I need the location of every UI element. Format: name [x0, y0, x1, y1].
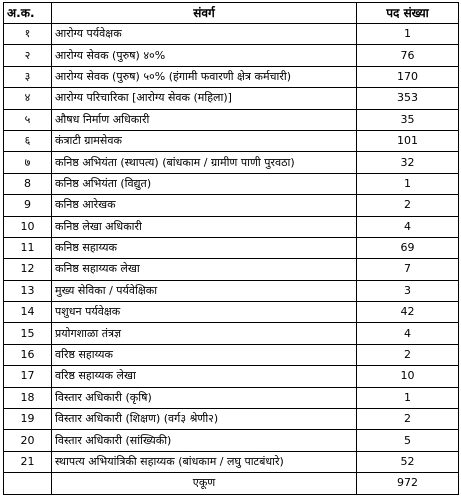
table-row: 19 विस्तार अधिकारी (शिक्षण) (वर्ग३ श्रेणी… [3, 408, 459, 431]
posts-table: अ.क. संवर्ग पद संख्या १ आरोग्य पर्यवेक्षक… [3, 2, 459, 495]
serial-number-cell: 11 [3, 236, 52, 260]
cadre-name-cell: विस्तार अधिकारी (शिक्षण) (वर्ग३ श्रेणी२) [51, 408, 357, 431]
cadre-name-cell: कनिष्ठ अभियंता (विद्युत) [51, 172, 357, 196]
serial-number-cell: 10 [3, 215, 52, 238]
serial-number-cell: ३ [3, 65, 52, 89]
cadre-name-cell: मुख्य सेविका / पर्यवेक्षिका [51, 279, 357, 303]
total-count: 972 [356, 472, 459, 495]
table-row: 20 विस्तार अधिकारी (सांख्यिकी) 5 [3, 429, 459, 452]
post-count-cell: 2 [356, 194, 459, 217]
table-row: 10 कनिष्ठ लेखा अधिकारी 4 [3, 215, 459, 238]
post-count-cell: 1 [356, 172, 459, 196]
table-row: 15 प्रयोगशाळा तंत्रज्ञ 4 [3, 322, 459, 345]
post-count-cell: 1 [356, 22, 459, 46]
table-row: 17 वरिष्ठ सहाय्यक लेखा 10 [3, 365, 459, 388]
table-row: 9 कनिष्ठ आरेखक 2 [3, 194, 459, 217]
cadre-name-cell: कनिष्ठ सहाय्यक [51, 236, 357, 260]
cadre-name-cell: कंत्राटी ग्रामसेवक [51, 129, 357, 153]
post-count-cell: 3 [356, 279, 459, 303]
post-count-cell: 2 [356, 408, 459, 431]
post-count-cell: 1 [356, 386, 459, 410]
post-count-cell: 7 [356, 258, 459, 281]
table-row: 21 स्थापत्य अभियांत्रिकी सहाय्यक (बांधकाम… [3, 450, 459, 474]
post-count-cell: 32 [356, 151, 459, 174]
posts-table-container: अ.क. संवर्ग पद संख्या १ आरोग्य पर्यवेक्षक… [3, 2, 459, 495]
header-cadre: संवर्ग [51, 2, 357, 24]
post-count-cell: 353 [356, 87, 459, 110]
post-count-cell: 76 [356, 44, 459, 67]
table-row: 8 कनिष्ठ अभियंता (विद्युत) 1 [3, 172, 459, 196]
header-serial-number: अ.क. [3, 2, 52, 24]
post-count-cell: 4 [356, 215, 459, 238]
table-row: ६ कंत्राटी ग्रामसेवक 101 [3, 129, 459, 153]
cadre-name-cell: स्थापत्य अभियांत्रिकी सहाय्यक (बांधकाम /… [51, 450, 357, 474]
cadre-name-cell: विस्तार अधिकारी (कृषि) [51, 386, 357, 410]
table-row: 14 पशुधन पर्यवेक्षक 42 [3, 301, 459, 324]
cadre-name-cell: वरिष्ठ सहाय्यक [51, 343, 357, 367]
serial-number-cell: ५ [3, 108, 52, 131]
serial-number-cell: 12 [3, 258, 52, 281]
table-row: ७ कनिष्ठ अभियंता (स्थापत्य) (बांधकाम / ग्… [3, 151, 459, 174]
post-count-cell: 170 [356, 65, 459, 89]
serial-number-cell: २ [3, 44, 52, 67]
table-row: 11 कनिष्ठ सहाय्यक 69 [3, 236, 459, 260]
cadre-name-cell: आरोग्य सेवक (पुरुष) ५०% (हंगामी फवारणी क… [51, 65, 357, 89]
cadre-name-cell: कनिष्ठ सहाय्यक लेखा [51, 258, 357, 281]
cadre-name-cell: आरोग्य परिचारिका [आरोग्य सेवक (महिला)] [51, 87, 357, 110]
cadre-name-cell: प्रयोगशाळा तंत्रज्ञ [51, 322, 357, 345]
table-row: ३ आरोग्य सेवक (पुरुष) ५०% (हंगामी फवारणी … [3, 65, 459, 89]
serial-number-cell: 18 [3, 386, 52, 410]
serial-number-cell: 19 [3, 408, 52, 431]
serial-number-cell: 16 [3, 343, 52, 367]
cadre-name-cell: वरिष्ठ सहाय्यक लेखा [51, 365, 357, 388]
post-count-cell: 42 [356, 301, 459, 324]
serial-number-cell: ४ [3, 87, 52, 110]
post-count-cell: 4 [356, 322, 459, 345]
cadre-name-cell: कनिष्ठ आरेखक [51, 194, 357, 217]
table-row: १ आरोग्य पर्यवेक्षक 1 [3, 22, 459, 46]
serial-number-cell: ७ [3, 151, 52, 174]
table-row: 12 कनिष्ठ सहाय्यक लेखा 7 [3, 258, 459, 281]
serial-number-cell: 13 [3, 279, 52, 303]
post-count-cell: 2 [356, 343, 459, 367]
post-count-cell: 52 [356, 450, 459, 474]
total-label: एकूण [51, 472, 357, 495]
total-row: एकूण 972 [3, 472, 459, 495]
cadre-name-cell: कनिष्ठ अभियंता (स्थापत्य) (बांधकाम / ग्र… [51, 151, 357, 174]
table-row: 13 मुख्य सेविका / पर्यवेक्षिका 3 [3, 279, 459, 303]
serial-number-cell: 17 [3, 365, 52, 388]
post-count-cell: 69 [356, 236, 459, 260]
cadre-name-cell: कनिष्ठ लेखा अधिकारी [51, 215, 357, 238]
header-post-count: पद संख्या [356, 2, 459, 24]
post-count-cell: 35 [356, 108, 459, 131]
table-row: 18 विस्तार अधिकारी (कृषि) 1 [3, 386, 459, 410]
serial-number-cell: 20 [3, 429, 52, 452]
serial-number-cell: 14 [3, 301, 52, 324]
cadre-name-cell: विस्तार अधिकारी (सांख्यिकी) [51, 429, 357, 452]
cadre-name-cell: आरोग्य सेवक (पुरुष) ४०% [51, 44, 357, 67]
serial-number-cell: १ [3, 22, 52, 46]
table-body: १ आरोग्य पर्यवेक्षक 1 २ आरोग्य सेवक (पुरुष) … [3, 22, 459, 474]
table-row: ५ औषध निर्माण अधिकारी 35 [3, 108, 459, 131]
serial-number-cell: ६ [3, 129, 52, 153]
post-count-cell: 5 [356, 429, 459, 452]
serial-number-cell: 8 [3, 172, 52, 196]
total-empty-cell [3, 472, 52, 495]
serial-number-cell: 21 [3, 450, 52, 474]
cadre-name-cell: औषध निर्माण अधिकारी [51, 108, 357, 131]
table-row: २ आरोग्य सेवक (पुरुष) ४०% 76 [3, 44, 459, 67]
post-count-cell: 10 [356, 365, 459, 388]
cadre-name-cell: आरोग्य पर्यवेक्षक [51, 22, 357, 46]
cadre-name-cell: पशुधन पर्यवेक्षक [51, 301, 357, 324]
serial-number-cell: 15 [3, 322, 52, 345]
header-row: अ.क. संवर्ग पद संख्या [3, 2, 459, 24]
serial-number-cell: 9 [3, 194, 52, 217]
post-count-cell: 101 [356, 129, 459, 153]
table-row: 16 वरिष्ठ सहाय्यक 2 [3, 343, 459, 367]
table-row: ४ आरोग्य परिचारिका [आरोग्य सेवक (महिला)] 3… [3, 87, 459, 110]
